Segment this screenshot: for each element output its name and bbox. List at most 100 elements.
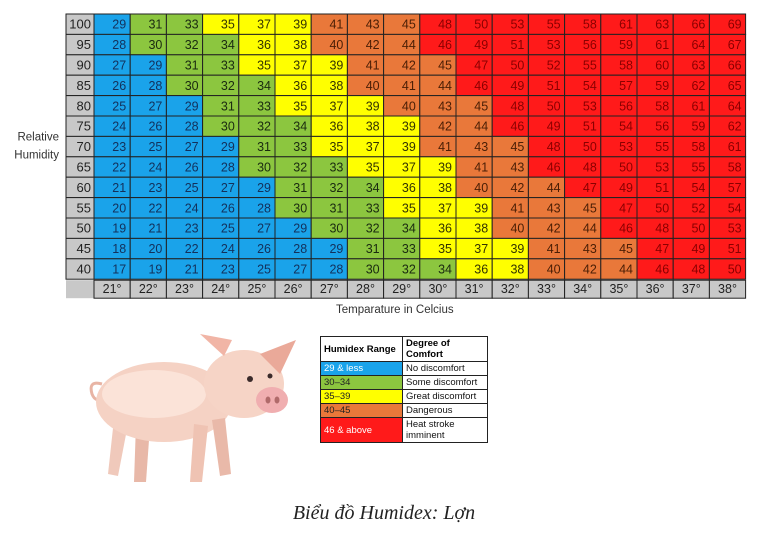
heatmap-cell-value: 60	[655, 59, 669, 73]
heatmap-cell-value: 23	[221, 263, 235, 277]
pig-icon	[89, 334, 296, 482]
heatmap-cell-value: 53	[655, 161, 669, 175]
heatmap-cell-value: 43	[583, 242, 597, 256]
heatmap-cell-value: 30	[329, 222, 343, 236]
heatmap-cell-value: 31	[329, 201, 343, 215]
heatmap-cell-value: 38	[329, 79, 343, 93]
heatmap-cell-value: 41	[510, 201, 524, 215]
heatmap-cell-value: 30	[185, 79, 199, 93]
heatmap-cell-value: 42	[438, 120, 452, 134]
heatmap-cell-value: 20	[112, 201, 126, 215]
heatmap-cell-value: 46	[547, 161, 561, 175]
heatmap-cell-value: 44	[474, 120, 488, 134]
heatmap-cell-value: 33	[366, 201, 380, 215]
heatmap-cell-value: 28	[148, 79, 162, 93]
heatmap-cell-value: 44	[583, 222, 597, 236]
heatmap-cell-value: 45	[438, 59, 452, 73]
temperature-tick-label: 26°	[284, 282, 303, 296]
legend-range-swatch: 29 & less	[320, 361, 403, 376]
heatmap-cell-value: 40	[366, 79, 380, 93]
heatmap-cell-value: 25	[221, 222, 235, 236]
heatmap-cell-value: 46	[474, 79, 488, 93]
heatmap-cell-value: 26	[185, 161, 199, 175]
heatmap-cell-value: 61	[619, 18, 633, 32]
heatmap-cell-value: 32	[185, 38, 199, 52]
heatmap-cell-value: 45	[583, 201, 597, 215]
heatmap-cell-value: 36	[329, 120, 343, 134]
temperature-tick-label: 37°	[682, 282, 701, 296]
heatmap-cell-value: 22	[148, 201, 162, 215]
heatmap-cell-value: 49	[619, 181, 633, 195]
heatmap-cell-value: 20	[148, 242, 162, 256]
heatmap-cell-value: 61	[691, 99, 705, 113]
legend-row: 46 & above Heat stroke imminent	[320, 417, 488, 443]
heatmap-cell-value: 22	[185, 242, 199, 256]
heatmap-cell-value: 55	[583, 59, 597, 73]
heatmap-cell-value: 39	[402, 120, 416, 134]
temperature-tick-label: 36°	[646, 282, 665, 296]
heatmap-cell-value: 44	[619, 263, 633, 277]
heatmap-cell-value: 40	[329, 38, 343, 52]
y-axis-label: Humidity	[14, 150, 59, 162]
heatmap-cell-value: 28	[329, 263, 343, 277]
heatmap-cell-value: 58	[655, 99, 669, 113]
heatmap-cell-value: 33	[185, 18, 199, 32]
heatmap-cell-value: 24	[185, 201, 199, 215]
heatmap-cell-value: 46	[510, 120, 524, 134]
heatmap-cell-value: 30	[221, 120, 235, 134]
heatmap-cell-value: 32	[221, 79, 235, 93]
heatmap-cell-value: 35	[257, 59, 271, 73]
heatmap-cell-value: 56	[655, 120, 669, 134]
heatmap-cell-value: 49	[474, 38, 488, 52]
heatmap-cell-value: 35	[402, 201, 416, 215]
humidex-heatmap: 100 29 31 33 35 37 39 41 43 45 48 50 53 55 58 61 63 66 69 9…	[14, 13, 747, 316]
heatmap-cell-value: 66	[691, 18, 705, 32]
heatmap-cell-value: 52	[547, 59, 561, 73]
heatmap-cell-value: 36	[257, 38, 271, 52]
heatmap-cell-value: 35	[293, 99, 307, 113]
temperature-tick-label: 32°	[501, 282, 520, 296]
heatmap-cell-value: 34	[293, 120, 307, 134]
heatmap-cell-value: 38	[293, 38, 307, 52]
heatmap-cell-value: 34	[438, 263, 452, 277]
heatmap-cell-value: 64	[728, 99, 742, 113]
temperature-tick-label: 22°	[139, 282, 158, 296]
temperature-tick-label: 38°	[718, 282, 737, 296]
heatmap-cell-value: 43	[438, 99, 452, 113]
heatmap-cell-value: 36	[402, 181, 416, 195]
humidex-legend-table: Humidex Range Degree of Comfort 29 & les…	[320, 336, 488, 443]
heatmap-cell-value: 58	[619, 59, 633, 73]
humidity-tick-label: 95	[77, 37, 91, 52]
heatmap-cell-value: 37	[329, 99, 343, 113]
temperature-header-cell	[708, 279, 747, 299]
heatmap-cell-value: 34	[402, 222, 416, 236]
humidity-tick-label: 70	[77, 139, 91, 154]
heatmap-cell-value: 27	[293, 263, 307, 277]
heatmap-cell-value: 59	[619, 38, 633, 52]
heatmap-cell-value: 54	[728, 201, 742, 215]
temperature-tick-label: 33°	[537, 282, 556, 296]
heatmap-cell-value: 35	[438, 242, 452, 256]
heatmap-cell-value: 40	[547, 263, 561, 277]
heatmap-cell-value: 28	[112, 38, 126, 52]
heatmap-cell-value: 58	[691, 140, 705, 154]
heatmap-cell-value: 48	[510, 99, 524, 113]
heatmap-cell-value: 39	[438, 161, 452, 175]
heatmap-cell-value: 48	[583, 161, 597, 175]
heatmap-cell-value: 26	[221, 201, 235, 215]
heatmap-cell-value: 30	[148, 38, 162, 52]
legend-range-swatch: 40–45	[320, 403, 403, 418]
heatmap-cell-value: 34	[366, 181, 380, 195]
heatmap-cell-value: 66	[728, 59, 742, 73]
temperature-tick-label: 27°	[320, 282, 339, 296]
heatmap-cell-value: 63	[655, 18, 669, 32]
heatmap-cell-value: 29	[293, 222, 307, 236]
heatmap-cell-value: 51	[655, 181, 669, 195]
heatmap-cell-value: 34	[221, 38, 235, 52]
temperature-tick-label: 35°	[609, 282, 628, 296]
heatmap-cell-value: 50	[583, 140, 597, 154]
heatmap-cell-value: 38	[366, 120, 380, 134]
heatmap-cell-value: 47	[655, 242, 669, 256]
heatmap-cell-value: 44	[547, 181, 561, 195]
heatmap-cell-value: 40	[474, 181, 488, 195]
